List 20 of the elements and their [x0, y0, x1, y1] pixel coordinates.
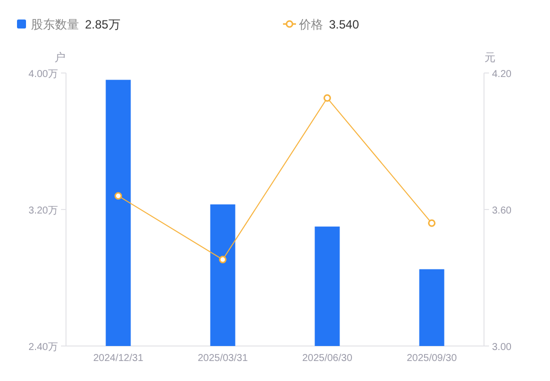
y2-tick-label: 4.20	[492, 69, 512, 80]
y-axis-title: 户	[54, 51, 66, 64]
y2-axis-title: 元	[484, 52, 496, 64]
y2-tick-label: 3.60	[492, 206, 512, 216]
x-tick-label: 2024/12/31	[93, 353, 144, 364]
point	[324, 94, 331, 102]
y-tick-label: 4.00万	[28, 69, 58, 80]
point	[114, 192, 122, 200]
y2-tick-label: 3.00	[492, 342, 512, 353]
legend-label: 股东数量	[31, 18, 79, 32]
point	[219, 256, 226, 264]
x-tick-label: 2025/03/31	[198, 353, 248, 364]
text: 3.540	[329, 18, 360, 32]
point	[428, 219, 436, 227]
x-tick-label: 2025/09/30	[406, 353, 458, 364]
y-tick-label: 3.20万	[28, 206, 58, 216]
legend-label: 价格	[298, 18, 323, 32]
text: 2.85万	[85, 18, 120, 32]
y-tick-label: 2.40万	[28, 342, 58, 353]
x-tick-label: 2025/06/30	[302, 353, 353, 364]
